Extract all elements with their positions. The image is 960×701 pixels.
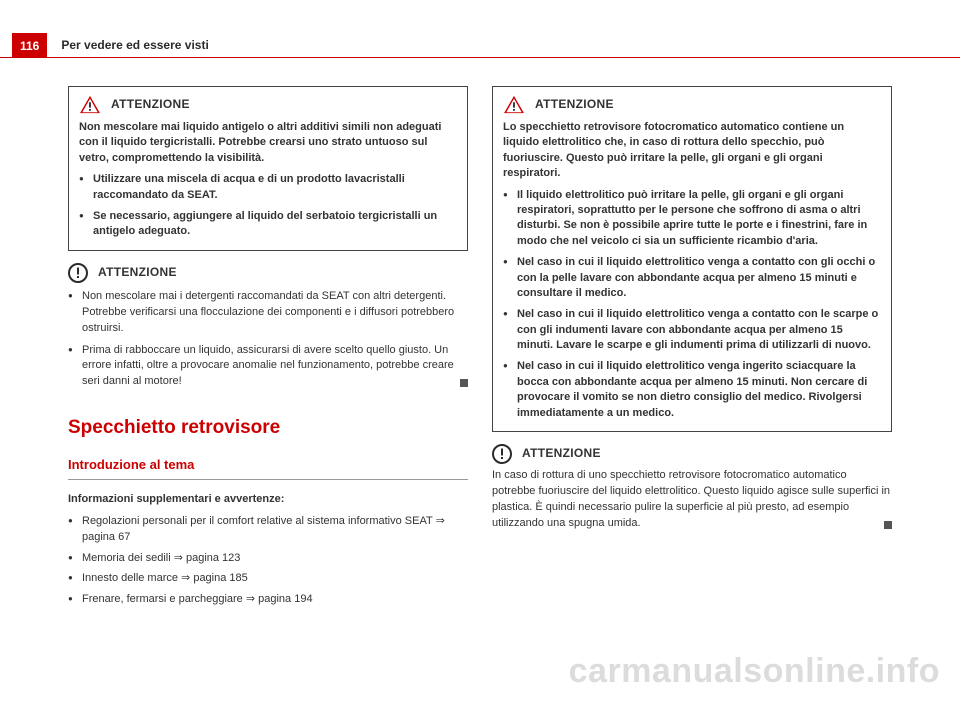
caution-circle-icon: [492, 444, 512, 464]
caution-bullet: Non mescolare mai i detergenti raccomand…: [68, 289, 468, 337]
caution-circle-icon: [68, 263, 88, 283]
warning-bullet: Se necessario, aggiungere al liquido del…: [79, 209, 457, 240]
warning-label: ATTENZIONE: [111, 96, 190, 113]
page-title: Per vedere ed essere visti: [61, 38, 208, 54]
caution-label: ATTENZIONE: [522, 445, 601, 462]
warning-box-right: ATTENZIONE Lo specchietto retrovisore fo…: [492, 86, 892, 432]
info-bullet: Regolazioni personali per il comfort rel…: [68, 514, 468, 546]
right-column: ATTENZIONE Lo specchietto retrovisore fo…: [492, 86, 892, 608]
info-bullet: Frenare, fermarsi e parcheggiare ⇒ pagin…: [68, 592, 468, 608]
caution-header: ATTENZIONE: [68, 263, 468, 283]
page-header: 116 Per vedere ed essere visti: [0, 0, 960, 58]
warning-triangle-icon: [79, 95, 101, 114]
page-tab: 116 Per vedere ed essere visti: [12, 33, 209, 58]
warning-intro: Non mescolare mai liquido antigelo o alt…: [79, 120, 457, 166]
warning-triangle-icon: [503, 95, 525, 114]
section-heading-1: Specchietto retrovisore: [68, 414, 468, 442]
warning-header: ATTENZIONE: [503, 95, 881, 114]
caution-right: ATTENZIONE In caso di rottura di uno spe…: [492, 444, 892, 534]
content-columns: ATTENZIONE Non mescolare mai liquido ant…: [0, 58, 960, 608]
info-bullet: Memoria dei sedili ⇒ pagina 123: [68, 551, 468, 567]
warning-bullets: Utilizzare una miscela di acqua e di un …: [79, 172, 457, 240]
left-column: ATTENZIONE Non mescolare mai liquido ant…: [68, 86, 468, 608]
warning-bullets: Il liquido elettrolitico può irritare la…: [503, 188, 881, 421]
watermark: carmanualsonline.info: [569, 652, 940, 691]
warning-bullet: Nel caso in cui il liquido elettrolitico…: [503, 307, 881, 353]
page-number: 116: [12, 33, 47, 58]
warning-box-left: ATTENZIONE Non mescolare mai liquido ant…: [68, 86, 468, 251]
info-lead: Informazioni supplementari e avvertenze:: [68, 492, 468, 508]
warning-bullet: Nel caso in cui il liquido elettrolitico…: [503, 255, 881, 301]
warning-label: ATTENZIONE: [535, 96, 614, 113]
caution-left: ATTENZIONE Non mescolare mai i detergent…: [68, 263, 468, 393]
caution-bullets: Non mescolare mai i detergenti raccomand…: [68, 289, 468, 391]
warning-header: ATTENZIONE: [79, 95, 457, 114]
warning-bullet: Il liquido elettrolitico può irritare la…: [503, 188, 881, 250]
info-bullet: Innesto delle marce ⇒ pagina 185: [68, 571, 468, 587]
warning-intro: Lo specchietto retrovisore fotocromatico…: [503, 120, 881, 182]
caution-bullet: Prima di rabboccare un liquido, assicura…: [68, 343, 468, 391]
caution-label: ATTENZIONE: [98, 264, 177, 281]
section-heading-2: Introduzione al tema: [68, 456, 468, 480]
warning-bullet: Utilizzare una miscela di acqua e di un …: [79, 172, 457, 203]
caution-header: ATTENZIONE: [492, 444, 892, 464]
warning-bullet: Nel caso in cui il liquido elettrolitico…: [503, 359, 881, 421]
info-bullets: Regolazioni personali per il comfort rel…: [68, 514, 468, 609]
